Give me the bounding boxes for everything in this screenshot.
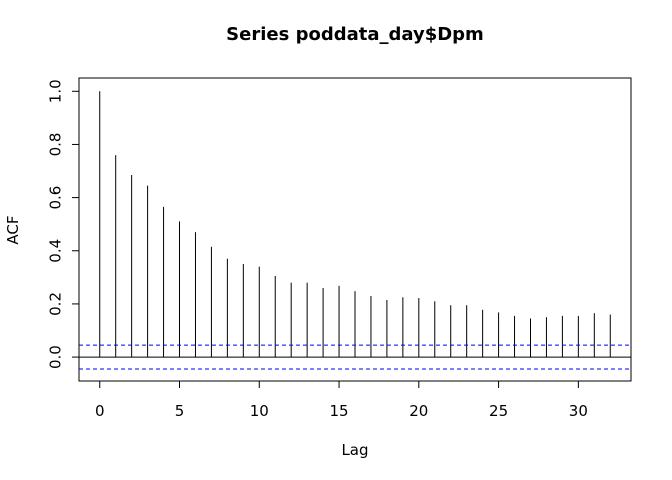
- x-tick-label: 10: [250, 402, 269, 420]
- y-tick-label: 1.0: [47, 79, 65, 103]
- y-tick-label: 0.8: [47, 133, 65, 157]
- y-axis-label: ACF: [4, 215, 22, 244]
- x-tick-label: 15: [329, 402, 348, 420]
- y-tick-label: 0.2: [47, 292, 65, 316]
- x-tick-label: 0: [95, 402, 105, 420]
- x-tick-label: 20: [409, 402, 428, 420]
- x-axis-label: Lag: [341, 441, 368, 459]
- x-axis: 0 5 10 15 20 25 30: [95, 380, 588, 420]
- x-tick-label: 5: [175, 402, 185, 420]
- reference-lines: [79, 344, 631, 370]
- acf-bars: [99, 91, 611, 358]
- y-tick-label: 0.6: [47, 186, 65, 210]
- y-tick-label: 0.4: [47, 239, 65, 263]
- x-tick-label: 25: [489, 402, 508, 420]
- chart-title: Series poddata_day$Dpm: [226, 24, 484, 45]
- y-tick-label: 0.0: [47, 345, 65, 369]
- y-axis: 0.0 0.2 0.4 0.6 0.8 1.0: [47, 79, 80, 369]
- x-tick-label: 30: [569, 402, 588, 420]
